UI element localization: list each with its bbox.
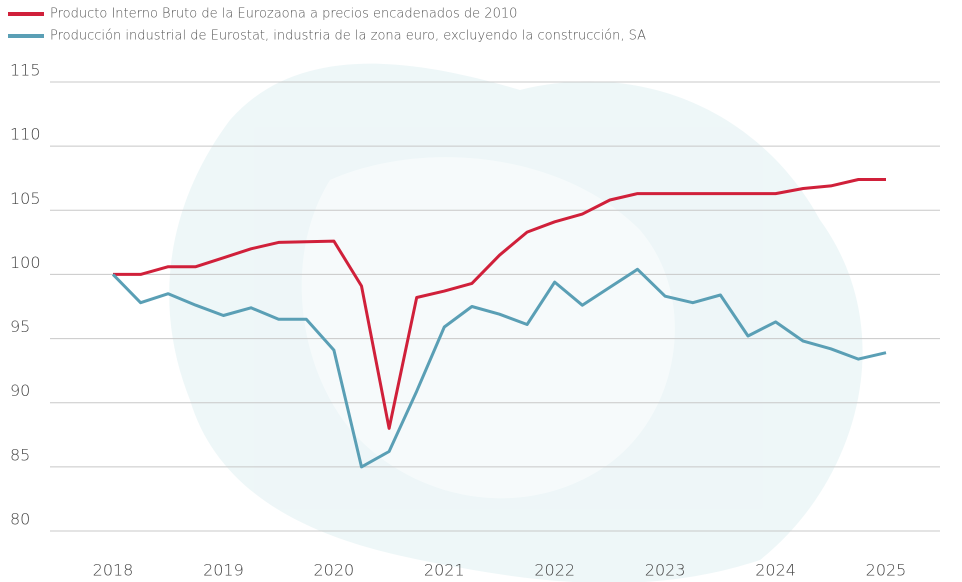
x-tick-label: 2023 — [645, 561, 686, 580]
x-tick-label: 2019 — [203, 561, 244, 580]
background-decoration — [169, 64, 862, 582]
x-tick-label: 2022 — [534, 561, 575, 580]
chart: 80 85 90 95 100 105 110 115 2018 2019 2020 2021 2022… — [0, 0, 962, 582]
y-tick-label: 110 — [10, 125, 41, 144]
x-tick-label: 2021 — [424, 561, 465, 580]
x-tick-label: 2024 — [755, 561, 796, 580]
y-tick-label: 95 — [10, 317, 30, 336]
y-tick-label: 100 — [10, 253, 41, 272]
y-tick-label: 90 — [10, 381, 30, 400]
x-tick-label: 2025 — [866, 561, 907, 580]
y-tick-label: 115 — [10, 61, 41, 80]
y-tick-label: 85 — [10, 445, 30, 464]
y-tick-label: 105 — [10, 189, 41, 208]
x-tick-label: 2018 — [93, 561, 134, 580]
legend-label: Producto Interno Bruto de la Eurozaona a… — [50, 7, 517, 22]
y-tick-label: 80 — [10, 510, 30, 529]
legend-label: Producción industrial de Eurostat, indus… — [50, 29, 646, 44]
x-tick-label: 2020 — [313, 561, 354, 580]
